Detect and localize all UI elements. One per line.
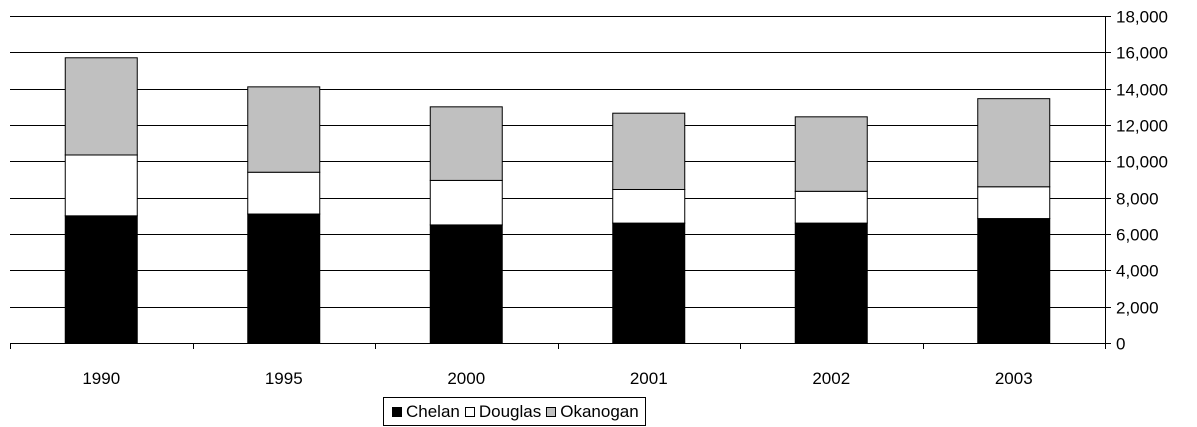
legend-label-chelan: Chelan <box>406 401 460 421</box>
x-tick-label: 2000 <box>447 369 485 388</box>
y-tick-label: 8,000 <box>1116 190 1159 209</box>
bar-douglas-2000 <box>429 179 503 226</box>
y-tick-label: 18,000 <box>1116 8 1168 27</box>
legend-label-okanogan: Okanogan <box>560 401 639 421</box>
y-tick-label: 12,000 <box>1116 117 1168 136</box>
bar-okanogan-2003 <box>977 98 1051 188</box>
bar-okanogan-1995 <box>247 86 321 173</box>
legend-label-douglas: Douglas <box>478 401 542 421</box>
axes <box>10 16 1111 349</box>
y-tick-label: 14,000 <box>1116 81 1168 100</box>
bar-chelan-1995 <box>247 213 321 344</box>
bar-douglas-2001 <box>612 188 686 224</box>
legend-item-chelan: Chelan <box>392 402 460 422</box>
legend-swatch-douglas <box>464 406 475 417</box>
bar-douglas-2002 <box>794 190 868 224</box>
legend-item-douglas: Douglas <box>464 401 542 422</box>
gridlines <box>10 16 1105 308</box>
bar-douglas-2003 <box>977 186 1051 220</box>
y-tick-label: 0 <box>1116 335 1125 354</box>
bars <box>64 57 1051 344</box>
legend-swatch-okanogan <box>546 406 557 417</box>
bar-chelan-2002 <box>794 222 868 344</box>
bar-douglas-1995 <box>247 171 321 215</box>
x-tick-label: 2002 <box>812 369 850 388</box>
bar-okanogan-2000 <box>429 106 503 181</box>
y-tick-label: 16,000 <box>1116 44 1168 63</box>
bar-douglas-1990 <box>64 154 138 217</box>
y-tick-label: 2,000 <box>1116 299 1159 318</box>
legend-item-okanogan: Okanogan <box>546 401 639 422</box>
x-tick-label: 1995 <box>265 369 303 388</box>
y-tick-label: 6,000 <box>1116 226 1159 245</box>
y-tick-label: 4,000 <box>1116 262 1159 281</box>
y-tick-label: 10,000 <box>1116 153 1168 172</box>
bar-chelan-2003 <box>977 218 1051 344</box>
bar-okanogan-1990 <box>64 57 138 156</box>
x-tick-label: 1990 <box>82 369 120 388</box>
bar-chelan-1990 <box>64 215 138 344</box>
bar-chelan-2000 <box>429 224 503 344</box>
tick-labels: 0 2,000 4,000 6,000 8,000 10,000 12,000 14,000 1… <box>82 8 1168 389</box>
bar-okanogan-2002 <box>794 116 868 192</box>
legend-swatch-chelan <box>392 406 402 417</box>
bar-chelan-2001 <box>612 222 686 344</box>
x-tick-label: 2003 <box>995 369 1033 388</box>
x-tick-label: 2001 <box>630 369 668 388</box>
legend: Chelan Douglas Okanogan <box>383 397 646 426</box>
bar-okanogan-2001 <box>612 112 686 190</box>
